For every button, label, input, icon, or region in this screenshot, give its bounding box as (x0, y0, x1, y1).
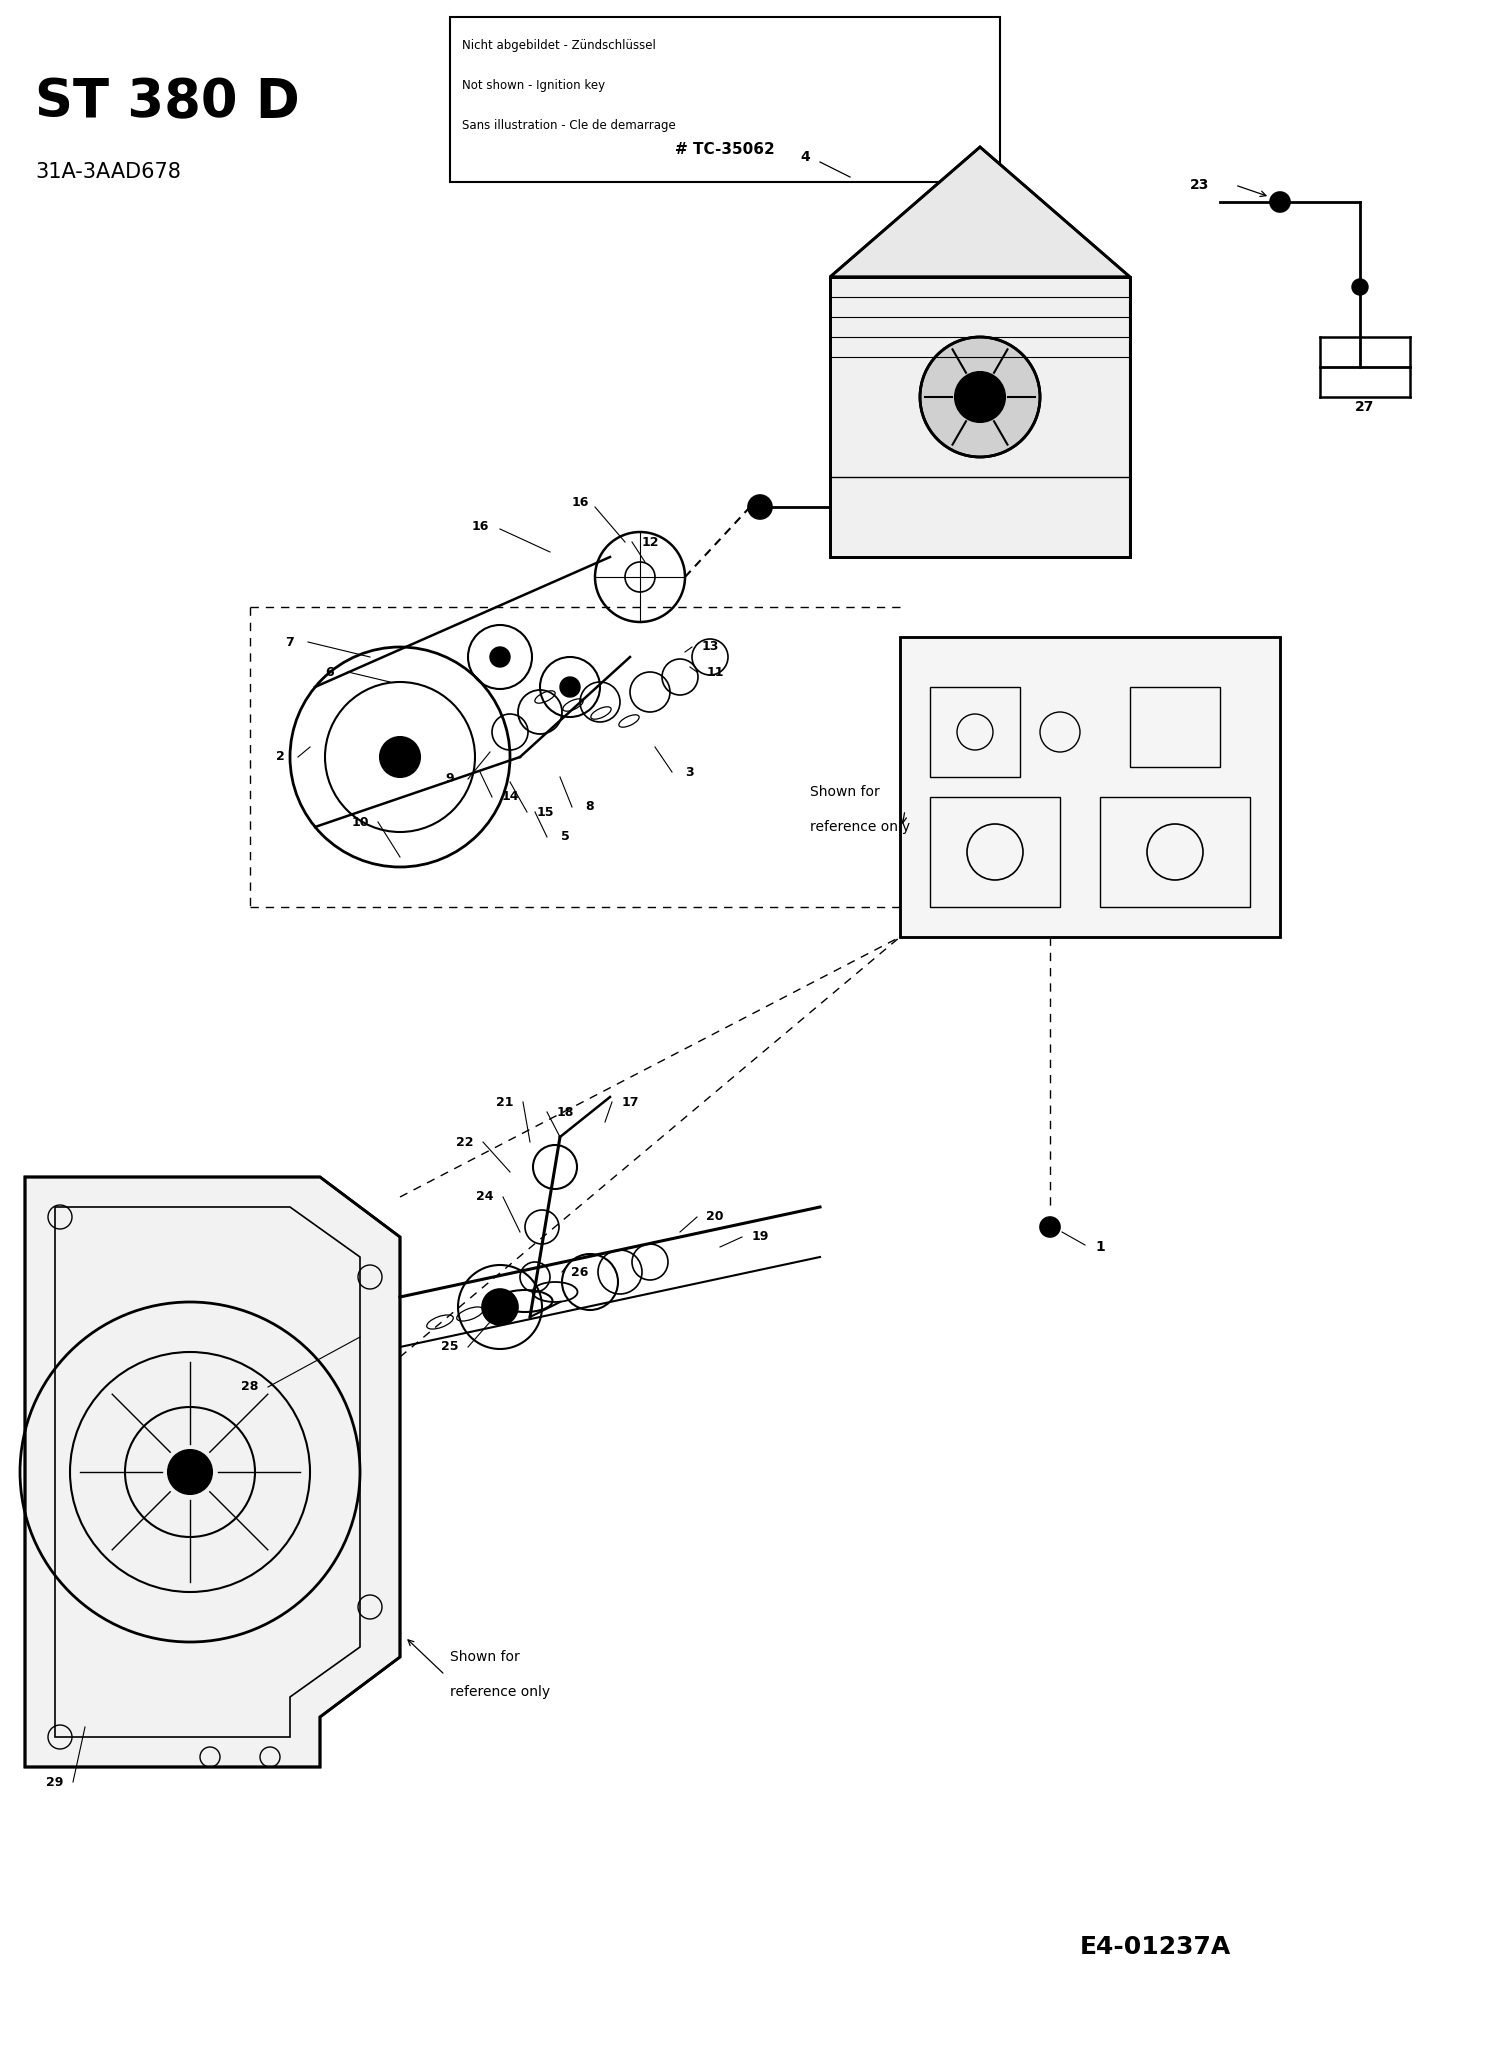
Text: 19: 19 (752, 1230, 768, 1244)
Text: Nicht abgebildet - Zündschlüssel: Nicht abgebildet - Zündschlüssel (462, 39, 656, 51)
Text: reference only: reference only (450, 1685, 550, 1699)
Text: 29: 29 (46, 1775, 63, 1788)
Text: 4: 4 (800, 150, 810, 165)
Circle shape (482, 1290, 518, 1325)
Bar (1130, 687, 1220, 767)
Circle shape (748, 496, 772, 518)
Bar (830, 278, 1130, 557)
Text: 6: 6 (326, 666, 334, 679)
Text: 23: 23 (1191, 179, 1209, 191)
Text: Sans illustration - Cle de demarrage: Sans illustration - Cle de demarrage (462, 119, 675, 132)
Circle shape (1040, 1218, 1060, 1236)
Text: 24: 24 (476, 1191, 494, 1203)
Circle shape (168, 1450, 211, 1493)
Text: 3: 3 (686, 765, 694, 778)
Circle shape (956, 372, 1005, 422)
Text: 5: 5 (561, 831, 570, 843)
Bar (900, 638, 1280, 938)
Text: 21: 21 (496, 1096, 513, 1109)
Circle shape (1270, 191, 1290, 212)
Text: ST 380 D: ST 380 D (34, 76, 300, 128)
Text: Shown for: Shown for (810, 786, 879, 798)
Text: Shown for: Shown for (450, 1650, 519, 1664)
Circle shape (490, 648, 510, 666)
Bar (930, 796, 1060, 907)
Text: 26: 26 (572, 1265, 588, 1279)
Bar (1100, 796, 1250, 907)
Text: 20: 20 (706, 1210, 723, 1224)
Circle shape (560, 677, 580, 697)
Text: 31A-3AAD678: 31A-3AAD678 (34, 163, 182, 181)
Text: Not shown - Ignition key: Not shown - Ignition key (462, 78, 604, 93)
Text: 17: 17 (621, 1096, 639, 1109)
Bar (900, 638, 1280, 938)
Polygon shape (830, 146, 1130, 278)
Text: reference only: reference only (810, 821, 910, 833)
Text: 2: 2 (276, 751, 285, 763)
Text: 11: 11 (706, 666, 723, 679)
Text: 9: 9 (446, 773, 454, 786)
Text: E4-01237A: E4-01237A (1080, 1936, 1232, 1958)
Bar (830, 278, 1130, 557)
Text: 16: 16 (572, 496, 588, 508)
Text: 7: 7 (285, 636, 294, 648)
Polygon shape (26, 1177, 400, 1767)
Text: 14: 14 (501, 790, 519, 804)
Text: 12: 12 (642, 535, 658, 549)
Text: 28: 28 (242, 1380, 258, 1393)
Text: 25: 25 (441, 1341, 459, 1354)
Bar (930, 687, 1020, 778)
Circle shape (380, 736, 420, 778)
Circle shape (1352, 280, 1368, 294)
Text: # TC-35062: # TC-35062 (675, 142, 776, 158)
Text: 22: 22 (456, 1135, 474, 1148)
Bar (450, 16, 1001, 181)
Text: 16: 16 (471, 520, 489, 533)
Text: 27: 27 (1356, 399, 1374, 413)
Text: 8: 8 (585, 800, 594, 813)
Text: 1: 1 (1095, 1240, 1106, 1255)
Circle shape (920, 337, 1040, 457)
Text: 13: 13 (702, 640, 718, 654)
Text: 15: 15 (537, 806, 554, 819)
Text: 18: 18 (556, 1105, 573, 1119)
Text: 10: 10 (351, 815, 369, 829)
